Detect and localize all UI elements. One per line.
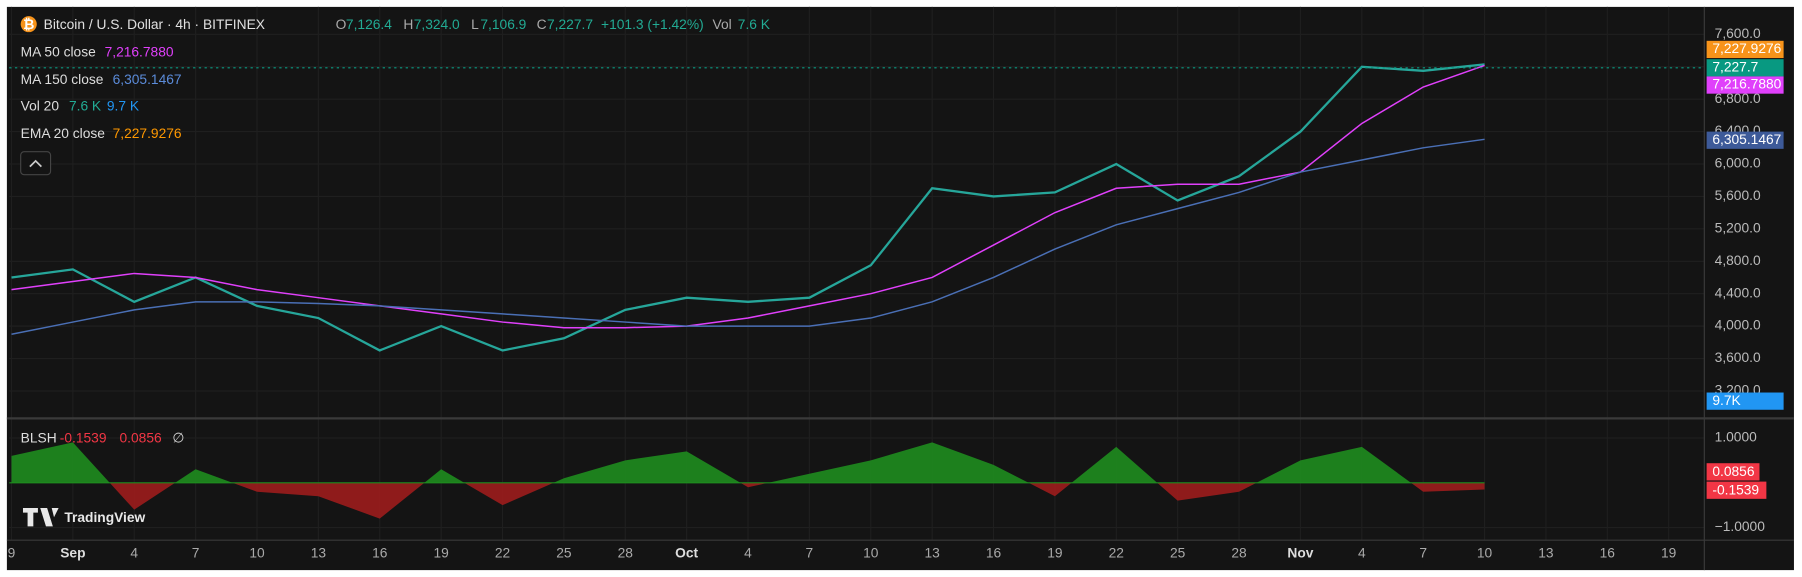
x-tick-label: Nov <box>1287 546 1313 561</box>
x-tick-label: 13 <box>1538 546 1554 561</box>
collapse-icon <box>29 159 42 168</box>
ohlc-value: 7,106.9 <box>480 17 526 32</box>
ma-line <box>11 64 1485 329</box>
price-label-bg <box>1706 131 1784 149</box>
ohlc-value: 7,324.0 <box>414 17 460 32</box>
price-label: 7,227.7 <box>1712 59 1758 74</box>
indicator-value: 0.0856 <box>120 431 162 446</box>
x-tick-label: 13 <box>311 546 327 561</box>
osc-axis-label: -0.1539 <box>1712 482 1759 497</box>
price-label-bg <box>1706 392 1784 410</box>
ohlc-key: C <box>537 17 547 32</box>
x-tick-label: 25 <box>556 546 572 561</box>
price-label-bg <box>1706 40 1784 59</box>
x-tick-label: 13 <box>924 546 940 561</box>
price-label: 6,305.1467 <box>1712 132 1781 147</box>
x-tick-label: 10 <box>249 546 265 561</box>
legend-value: 6,305.1467 <box>113 72 182 87</box>
y-tick-label: 6,800.0 <box>1715 91 1761 106</box>
y-tick-label: 4,800.0 <box>1715 253 1761 268</box>
ma-line <box>11 138 1485 335</box>
osc-axis-label-bg <box>1706 481 1767 499</box>
y-tick-label: 5,600.0 <box>1715 188 1761 203</box>
x-tick-label: 22 <box>1109 546 1124 561</box>
indicator-value: ∅ <box>172 431 184 446</box>
legend-name[interactable]: EMA 20 close <box>21 126 106 141</box>
legend-name[interactable]: MA 150 close <box>21 72 104 87</box>
x-tick-label: 9 <box>8 546 16 561</box>
legend-value: 7,216.7880 <box>105 45 174 60</box>
y-tick-label: −1.0000 <box>1715 519 1766 534</box>
osc-axis-label-bg <box>1706 463 1760 481</box>
x-tick-label: 28 <box>618 546 634 561</box>
watermark: TradingView <box>64 510 145 525</box>
symbol-icon-glyph: ₿ <box>23 17 34 32</box>
watermark-logo <box>22 508 59 527</box>
symbol-title[interactable]: Bitcoin / U.S. Dollar · 4h · BITFINEX <box>44 17 265 32</box>
legend-name[interactable]: MA 50 close <box>21 45 96 60</box>
x-tick-label: 19 <box>1047 546 1063 561</box>
price-label: 7,216.7880 <box>1712 77 1781 92</box>
legend-name[interactable]: Vol 20 <box>21 99 60 114</box>
vol-value: 7.6 K <box>738 17 771 32</box>
ohlc-key: H <box>403 17 413 32</box>
indicator-value: -0.1539 <box>60 431 107 446</box>
legend-value: 7,227.9276 <box>113 126 182 141</box>
ohlc-value: 7,227.7 <box>547 17 593 32</box>
y-tick-label: 5,200.0 <box>1715 220 1761 235</box>
osc-area-down <box>11 482 1485 519</box>
price-label: 7,227.9276 <box>1712 41 1781 56</box>
symbol-icon <box>20 16 37 33</box>
x-tick-label: 10 <box>1477 546 1493 561</box>
x-tick-label: 4 <box>744 546 752 561</box>
y-tick-label: 3,600.0 <box>1715 350 1761 365</box>
osc-axis-label: 0.0856 <box>1712 464 1754 479</box>
ohlc-key: L <box>471 17 479 32</box>
legend-value: 9.7 K <box>107 99 140 114</box>
vol-key: Vol <box>713 17 732 32</box>
x-tick-label: 16 <box>986 546 1002 561</box>
indicator-name[interactable]: BLSH <box>21 431 57 446</box>
collapse-button[interactable] <box>20 151 52 176</box>
x-tick-label: 4 <box>130 546 138 561</box>
legend-value: 7.6 K <box>69 99 102 114</box>
price-line <box>11 63 1485 352</box>
x-tick-label: Sep <box>60 546 85 561</box>
price-label: 9.7K <box>1712 393 1741 408</box>
y-tick-label: 6,000.0 <box>1715 156 1761 171</box>
y-tick-label: 4,400.0 <box>1715 285 1761 300</box>
x-tick-label: 19 <box>433 546 449 561</box>
price-label-bg <box>1706 76 1784 94</box>
osc-area-up <box>11 442 1411 483</box>
price-label-bg <box>1706 59 1784 77</box>
x-tick-label: 19 <box>1661 546 1677 561</box>
x-tick-label: 16 <box>1600 546 1616 561</box>
x-tick-label: 22 <box>495 546 510 561</box>
x-tick-label: 28 <box>1231 546 1247 561</box>
x-tick-label: 4 <box>1358 546 1366 561</box>
change: +101.3 (+1.42%) <box>601 17 704 32</box>
ohlc-key: O <box>336 17 347 32</box>
x-tick-label: 10 <box>863 546 879 561</box>
ohlc-value: 7,126.4 <box>346 17 392 32</box>
x-tick-label: 7 <box>806 546 814 561</box>
y-tick-label: 1.0000 <box>1715 430 1757 445</box>
x-tick-label: 7 <box>1419 546 1427 561</box>
x-tick-label: 16 <box>372 546 388 561</box>
x-tick-label: 7 <box>192 546 200 561</box>
x-tick-label: 25 <box>1170 546 1186 561</box>
x-tick-label: Oct <box>675 546 698 561</box>
y-tick-label: 7,600.0 <box>1715 26 1761 41</box>
y-tick-label: 4,000.0 <box>1715 318 1761 333</box>
